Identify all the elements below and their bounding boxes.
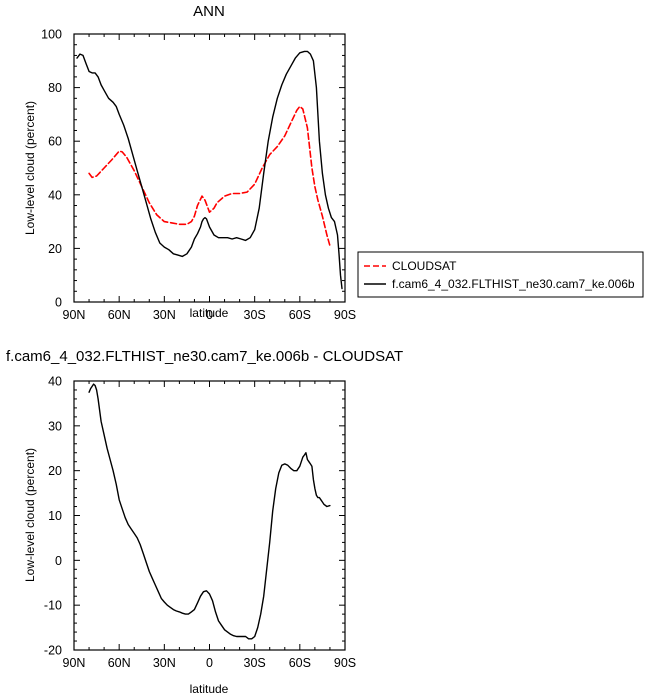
bottom-y-tick-label: 10 xyxy=(48,509,62,523)
bottom-x-tick-label: 30N xyxy=(153,656,176,670)
top-tick-marks xyxy=(73,33,346,303)
top-x-tick-label: 90N xyxy=(63,308,86,322)
top-y-axis-label: Low-level cloud (percent) xyxy=(23,101,37,235)
bottom-plot-frame xyxy=(73,380,346,651)
top-series-lines xyxy=(76,50,343,290)
top-x-tick-label: 30N xyxy=(153,308,176,322)
top-x-tick-label: 0 xyxy=(206,308,213,322)
top-x-tick-label: 60N xyxy=(108,308,131,322)
top-x-tick-label: 30S xyxy=(244,308,266,322)
legend: CLOUDSAT f.cam6_4_032.FLTHIST_ne30.cam7_… xyxy=(357,251,644,298)
bottom-x-tick-label: 90S xyxy=(334,656,356,670)
top-tick-labels: 90N 60N 30N 0 30S 60S 90S 0 20 40 60 80 100 xyxy=(41,28,356,323)
top-x-tick-label: 60S xyxy=(289,308,311,322)
top-y-tick-label: 60 xyxy=(48,135,62,149)
top-y-tick-label: 80 xyxy=(48,81,62,95)
top-chart-title: ANN xyxy=(193,3,225,20)
bottom-tick-marks xyxy=(73,380,346,651)
bottom-y-axis-label: Low-level cloud (percent) xyxy=(23,448,37,582)
legend-label-cloudsat: CLOUDSAT xyxy=(392,259,457,273)
legend-box xyxy=(357,251,644,298)
bottom-y-tick-label: 20 xyxy=(48,464,62,478)
top-y-tick-label: 100 xyxy=(41,28,62,42)
bottom-y-tick-label: 0 xyxy=(55,554,62,568)
bottom-y-tick-label: 30 xyxy=(48,419,62,433)
top-panel: ANN Low-level cloud (percent) latitude 9… xyxy=(23,3,356,322)
top-series-line-cloudsat xyxy=(88,105,331,247)
bottom-y-tick-label: -20 xyxy=(44,644,62,658)
top-plot-frame xyxy=(73,33,346,303)
top-x-tick-label: 90S xyxy=(334,308,356,322)
bottom-x-tick-label: 90N xyxy=(63,656,86,670)
bottom-tick-labels: 90N 60N 30N 0 30S 60S 90S -20 -10 0 10 20 30 40 xyxy=(44,375,356,671)
bottom-x-tick-label: 60S xyxy=(289,656,311,670)
bottom-x-axis-label: latitude xyxy=(190,682,229,696)
bottom-x-tick-label: 30S xyxy=(244,656,266,670)
bottom-y-tick-label: -10 xyxy=(44,599,62,613)
bottom-chart-title: f.cam6_4_032.FLTHIST_ne30.cam7_ke.006b -… xyxy=(6,348,403,365)
bottom-x-tick-label: 0 xyxy=(206,656,213,670)
top-series-line-model xyxy=(76,50,343,290)
top-y-tick-label: 0 xyxy=(55,296,62,310)
top-y-tick-label: 40 xyxy=(48,188,62,202)
bottom-series-line-difference xyxy=(88,383,331,640)
bottom-series-lines xyxy=(88,383,331,640)
legend-label-model: f.cam6_4_032.FLTHIST_ne30.cam7_ke.006b xyxy=(392,277,635,291)
top-x-axis-label: latitude xyxy=(190,306,229,320)
bottom-x-tick-label: 60N xyxy=(108,656,131,670)
top-y-tick-label: 20 xyxy=(48,242,62,256)
bottom-y-tick-label: 40 xyxy=(48,375,62,389)
bottom-panel: f.cam6_4_032.FLTHIST_ne30.cam7_ke.006b -… xyxy=(6,348,403,696)
